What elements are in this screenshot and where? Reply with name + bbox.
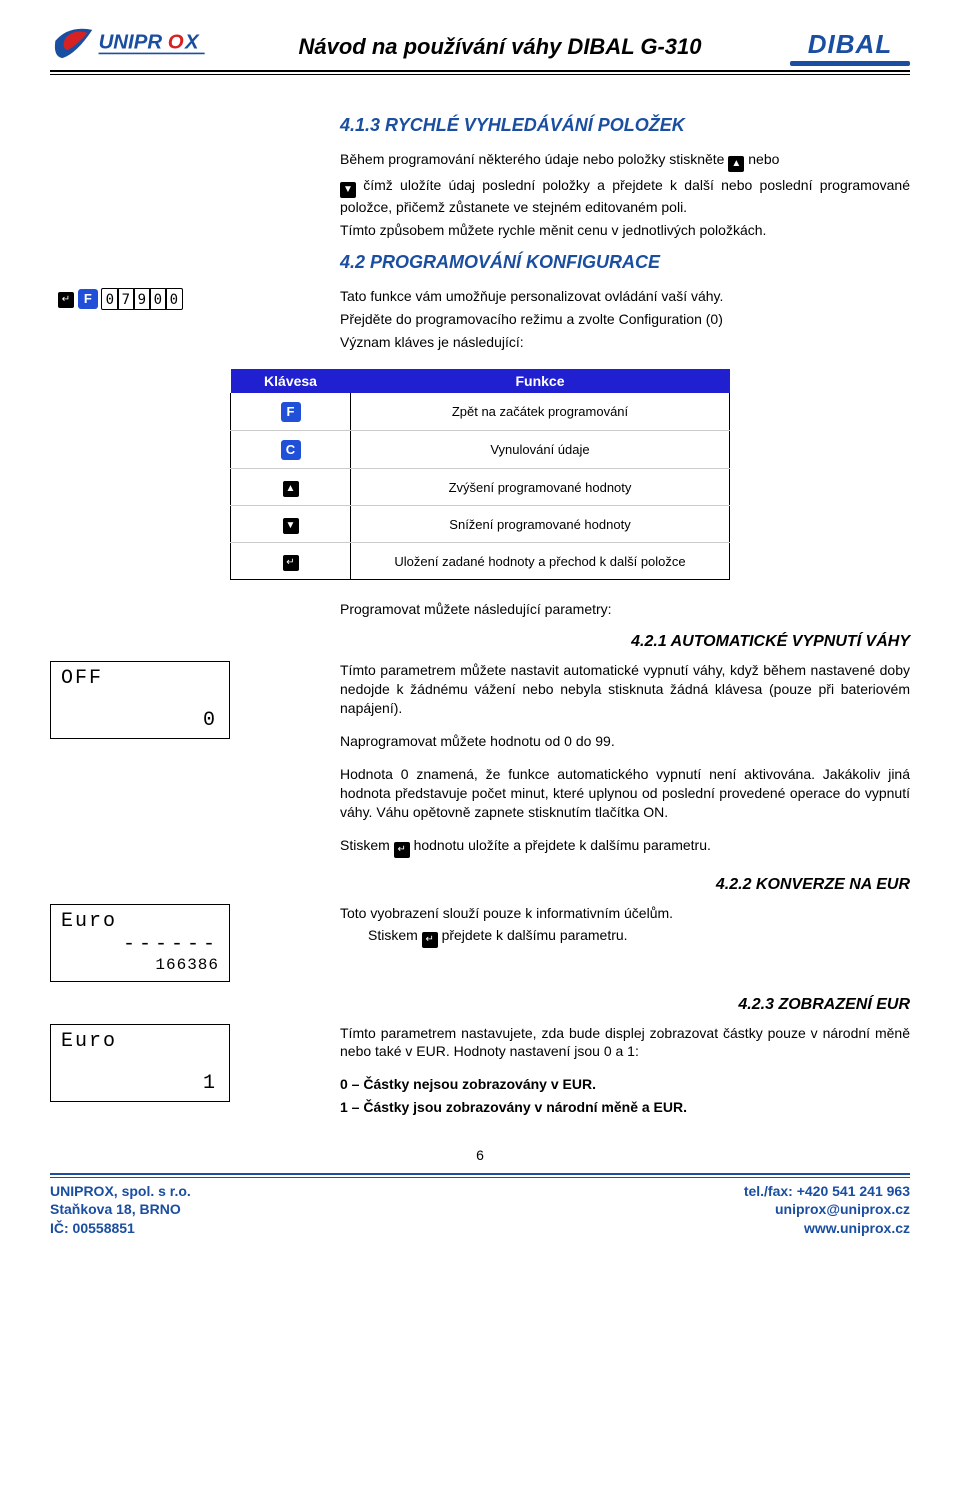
th-key: Klávesa <box>231 369 351 393</box>
page-title: Návod na používání váhy DIBAL G-310 <box>210 34 790 66</box>
svg-text:O: O <box>168 32 184 54</box>
heading-422: 4.2.2 KONVERZE NA EUR <box>50 876 910 894</box>
para-421-2: Naprogramovat můžete hodnotu od 0 do 99. <box>340 732 910 751</box>
para-422-1: Toto vyobrazení slouží pouze k informati… <box>340 904 910 923</box>
key-icon[interactable]: C <box>281 440 301 460</box>
table-row: ▼ Snížení programované hodnoty <box>231 506 730 543</box>
key-icon[interactable]: ↵ <box>283 555 299 571</box>
func-cell: Zpět na začátek programování <box>351 393 730 431</box>
li-423-0: 0 – Částky nejsou zobrazovány v EUR. <box>340 1075 910 1094</box>
li-423-1: 1 – Částky jsou zobrazovány v národní mě… <box>340 1098 910 1117</box>
para-42-intro1: Tato funkce vám umožňuje personalizovat … <box>340 287 910 306</box>
func-cell: Zvýšení programované hodnoty <box>351 469 730 506</box>
footer-web: www.uniprox.cz <box>744 1219 910 1237</box>
para-421-4: Stiskem ↵ hodnotu uložíte a přejdete k d… <box>340 836 910 858</box>
para-421-1: Tímto parametrem můžete nastavit automat… <box>340 661 910 718</box>
heading-42: 4.2 PROGRAMOVÁNÍ KONFIGURACE <box>50 252 910 273</box>
enter-key-icon[interactable]: ↵ <box>58 292 74 308</box>
key-sequence: ↵ F 07900 <box>50 287 240 310</box>
logo-uniprox: UNIPR O X <box>50 22 210 66</box>
para-42-intro2: Přejděte do programovacího režimu a zvol… <box>340 310 910 329</box>
para-423-1: Tímto parametrem nastavujete, zda bude d… <box>340 1024 910 1062</box>
func-cell: Snížení programované hodnoty <box>351 506 730 543</box>
page-number: 6 <box>50 1147 910 1163</box>
lcd-display-euro-rate: Euro ------ 166386 <box>50 904 230 982</box>
logo-dibal: DIBAL <box>790 29 910 66</box>
para-413-2: ▼ čímž uložíte údaj poslední položky a p… <box>340 176 910 217</box>
enter-key-icon[interactable]: ↵ <box>422 932 438 948</box>
table-row: C Vynulování údaje <box>231 431 730 469</box>
table-row: ↵ Uložení zadané hodnoty a přechod k dalš… <box>231 543 730 580</box>
para-421-3: Hodnota 0 znamená, že funkce automatické… <box>340 765 910 822</box>
page-footer: UNIPROX, spol. s r.o. Staňkova 18, BRNO … <box>50 1182 910 1237</box>
lcd-display-off: OFF 0 <box>50 661 230 739</box>
footer-email: uniprox@uniprox.cz <box>744 1200 910 1218</box>
footer-address: Staňkova 18, BRNO <box>50 1200 191 1218</box>
th-func: Funkce <box>351 369 730 393</box>
up-arrow-icon: ▲ <box>728 156 744 172</box>
para-413-1: Během programování některého údaje nebo … <box>340 150 910 172</box>
key-icon[interactable]: ▼ <box>283 518 299 534</box>
para-413-3: Tímto způsobem můžete rychle měnit cenu … <box>340 221 910 240</box>
heading-423: 4.2.3 ZOBRAZENÍ EUR <box>50 996 910 1014</box>
svg-text:UNIPR: UNIPR <box>99 32 163 54</box>
lcd-display-euro-flag: Euro 1 <box>50 1024 230 1102</box>
para-422-2: Stiskem ↵ přejdete k dalšímu parametru. <box>340 926 910 948</box>
footer-company: UNIPROX, spol. s r.o. <box>50 1182 191 1200</box>
heading-421: 4.2.1 AUTOMATICKÉ VYPNUTÍ VÁHY <box>50 633 910 651</box>
down-arrow-icon: ▼ <box>340 182 356 198</box>
svg-text:X: X <box>184 32 200 54</box>
table-row: ▲ Zvýšení programované hodnoty <box>231 469 730 506</box>
key-function-table: Klávesa Funkce F Zpět na začátek programo… <box>230 369 730 580</box>
heading-413: 4.1.3 RYCHLÉ VYHLEDÁVÁNÍ POLOŽEK <box>340 115 910 136</box>
footer-phone: tel./fax: +420 541 241 963 <box>744 1182 910 1200</box>
digit-key-0c[interactable]: 0 <box>165 288 183 310</box>
table-row: F Zpět na začátek programování <box>231 393 730 431</box>
footer-ic: IČ: 00558851 <box>50 1219 191 1237</box>
f-key[interactable]: F <box>78 289 98 309</box>
para-42-intro3: Význam kláves je následující: <box>340 333 910 352</box>
key-icon[interactable]: F <box>281 402 301 422</box>
page-header: UNIPR O X Návod na používání váhy DIBAL … <box>50 22 910 72</box>
key-icon[interactable]: ▲ <box>283 481 299 497</box>
func-cell: Uložení zadané hodnoty a přechod k další… <box>351 543 730 580</box>
func-cell: Vynulování údaje <box>351 431 730 469</box>
enter-key-icon[interactable]: ↵ <box>394 842 410 858</box>
para-table-outro: Programovat můžete následující parametry… <box>340 600 910 619</box>
